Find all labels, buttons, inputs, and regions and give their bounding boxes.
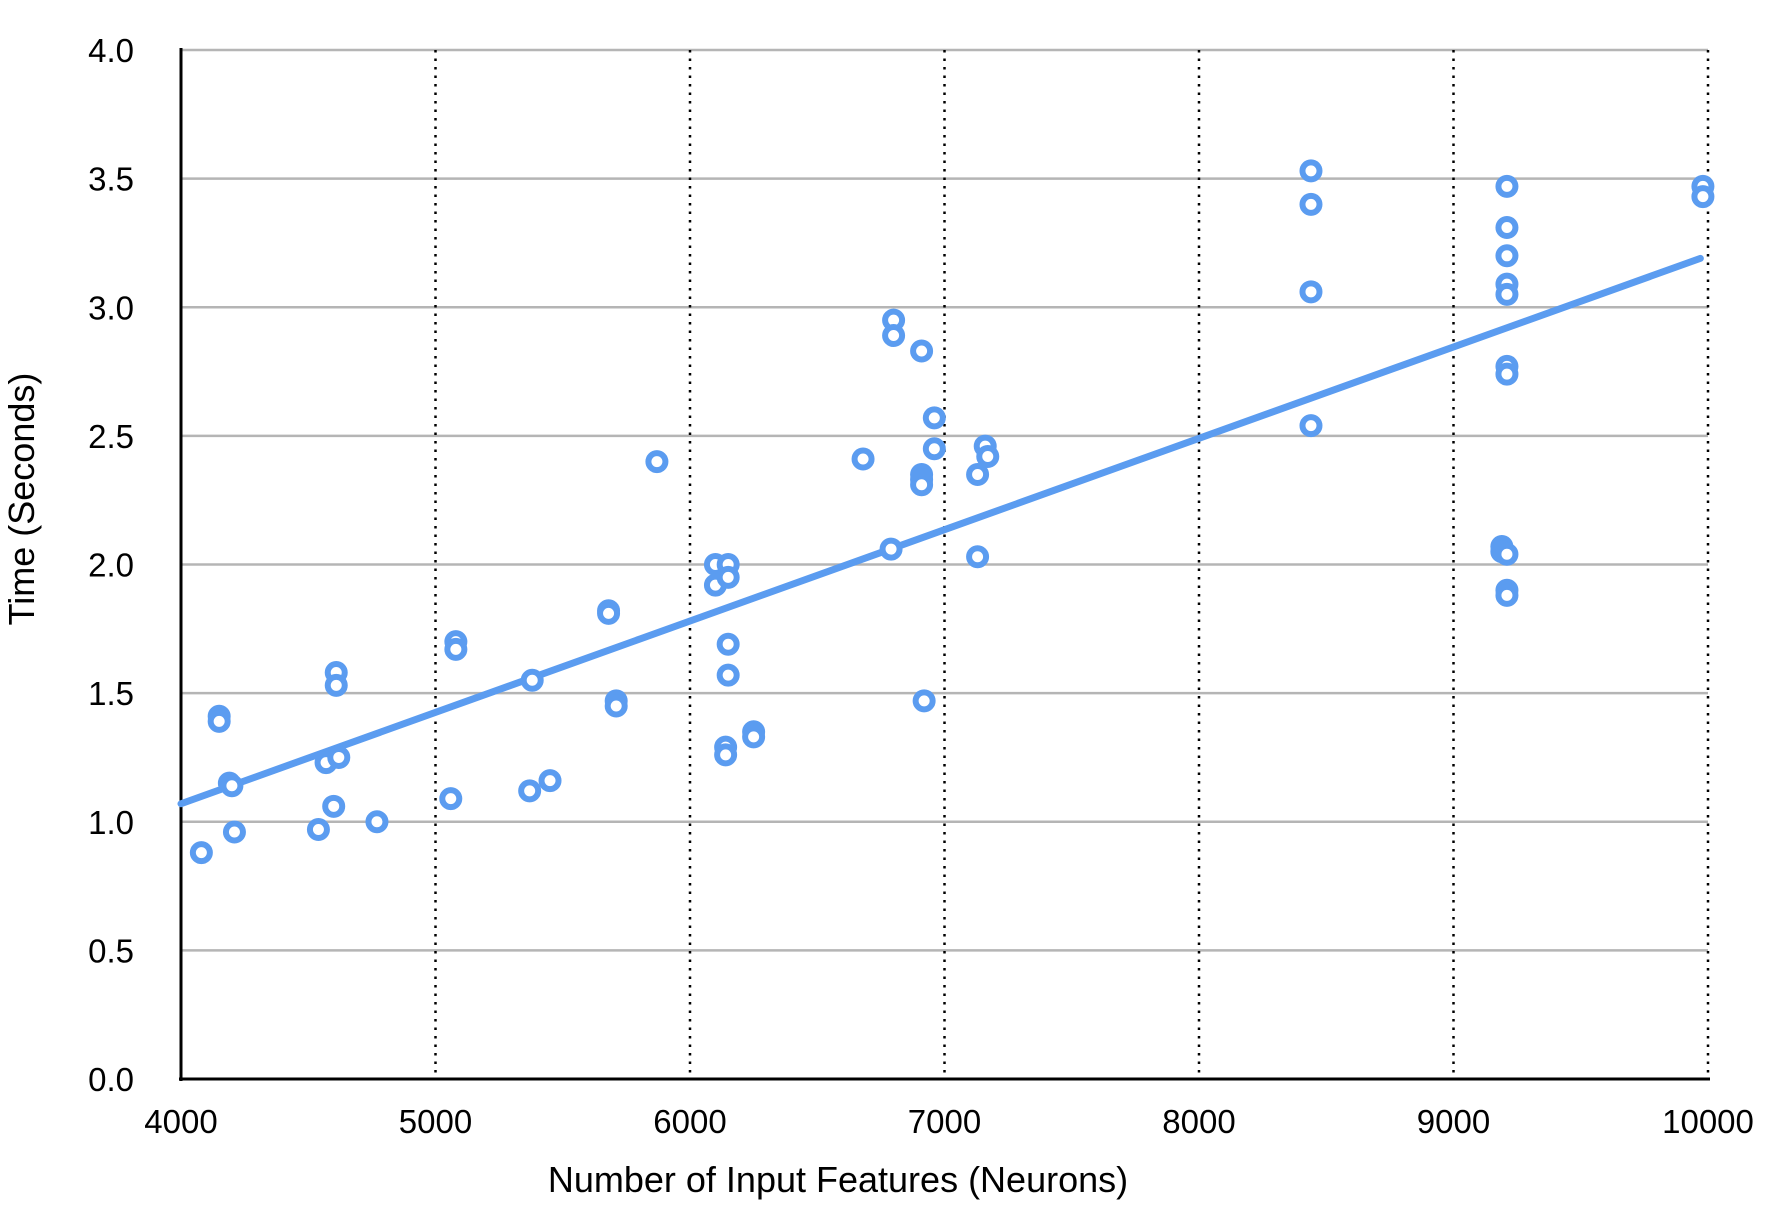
data-point [1495, 282, 1519, 306]
x-tick-labels: 4000 5000 6000 7000 8000 9000 10000 [144, 1103, 1754, 1140]
data-point [1299, 414, 1323, 438]
x-tick-label: 6000 [653, 1103, 726, 1140]
data-point [207, 709, 231, 733]
x-tick-label: 4000 [144, 1103, 217, 1140]
data-point [716, 632, 740, 656]
data-point [604, 694, 628, 718]
data-point [966, 545, 990, 569]
y-axis-title: Time (Seconds) [1, 373, 42, 626]
data-point [851, 447, 875, 471]
data-point [220, 774, 244, 798]
data-point [922, 406, 946, 430]
data-point [910, 339, 934, 363]
y-tick-label: 3.5 [88, 161, 134, 198]
vertical-gridlines [434, 50, 1710, 1079]
data-point [444, 637, 468, 661]
x-tick-label: 5000 [399, 1103, 472, 1140]
data-point [538, 769, 562, 793]
y-tick-labels: 0.0 0.5 1.0 1.5 2.0 2.5 3.0 3.5 4.0 [88, 32, 134, 1098]
data-points [189, 159, 1715, 865]
data-point [518, 779, 542, 803]
data-point [714, 743, 738, 767]
x-tick-label: 10000 [1662, 1103, 1754, 1140]
data-point [1495, 174, 1519, 198]
data-point [1299, 192, 1323, 216]
trendline [177, 254, 1704, 808]
axes [179, 48, 1710, 1081]
trendline-layer [177, 254, 1704, 808]
y-tick-label: 0.5 [88, 932, 134, 969]
y-tick-label: 1.0 [88, 804, 134, 841]
data-point [716, 663, 740, 687]
data-point [1495, 362, 1519, 386]
data-point [882, 324, 906, 348]
data-point [222, 820, 246, 844]
y-tick-label: 4.0 [88, 32, 134, 69]
data-point [520, 668, 544, 692]
y-tick-label: 2.0 [88, 547, 134, 584]
data-point [597, 601, 621, 625]
data-point [365, 810, 389, 834]
y-tick-label: 0.0 [88, 1061, 134, 1098]
data-point [879, 537, 903, 561]
data-point [189, 841, 213, 865]
data-point [439, 787, 463, 811]
data-point [742, 725, 766, 749]
x-tick-label: 7000 [908, 1103, 981, 1140]
data-point [1495, 542, 1519, 566]
x-tick-label: 8000 [1162, 1103, 1235, 1140]
data-point [1299, 159, 1323, 183]
data-point [910, 473, 934, 497]
x-tick-label: 9000 [1417, 1103, 1490, 1140]
data-point [1299, 280, 1323, 304]
data-point [645, 450, 669, 474]
data-point [327, 745, 351, 769]
data-point [1691, 185, 1715, 209]
data-point [1495, 244, 1519, 268]
data-point [922, 437, 946, 461]
data-point [966, 462, 990, 486]
y-tick-label: 1.5 [88, 675, 134, 712]
data-point [716, 565, 740, 589]
data-point [912, 689, 936, 713]
data-point [306, 817, 330, 841]
y-tick-label: 3.0 [88, 289, 134, 326]
y-tick-label: 2.5 [88, 418, 134, 455]
data-point [324, 673, 348, 697]
x-axis-title: Number of Input Features (Neurons) [548, 1159, 1128, 1200]
data-point [322, 794, 346, 818]
data-point [1495, 216, 1519, 240]
data-point [976, 444, 1000, 468]
data-point [1495, 583, 1519, 607]
